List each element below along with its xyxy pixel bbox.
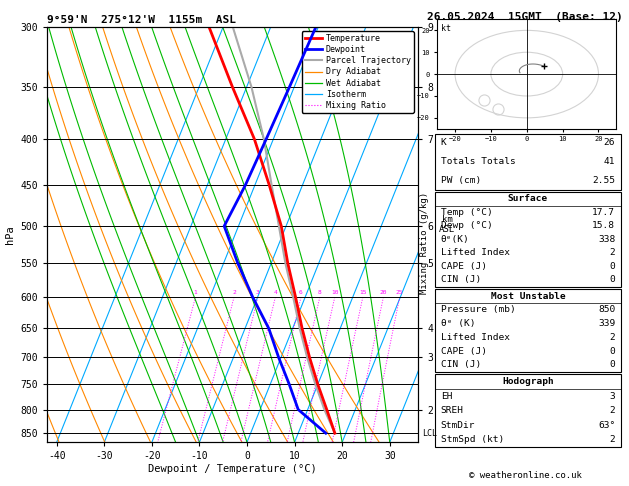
- Text: © weatheronline.co.uk: © weatheronline.co.uk: [469, 471, 582, 480]
- Text: CAPE (J): CAPE (J): [441, 262, 487, 271]
- Text: 4: 4: [274, 290, 277, 295]
- Text: 2: 2: [232, 290, 236, 295]
- Text: 15.8: 15.8: [593, 221, 615, 230]
- Text: 10: 10: [331, 290, 338, 295]
- Y-axis label: km
ASL: km ASL: [439, 215, 455, 235]
- Text: LCL: LCL: [422, 429, 437, 438]
- Text: 17.7: 17.7: [593, 208, 615, 217]
- Text: 0: 0: [610, 361, 615, 369]
- Text: 41: 41: [604, 157, 615, 166]
- Text: 63°: 63°: [598, 421, 615, 430]
- Text: kt: kt: [441, 24, 451, 33]
- Text: 0: 0: [610, 347, 615, 356]
- Text: PW (cm): PW (cm): [441, 176, 481, 185]
- Text: StmDir: StmDir: [441, 421, 476, 430]
- Text: EH: EH: [441, 392, 452, 400]
- Text: Dewp (°C): Dewp (°C): [441, 221, 493, 230]
- Text: StmSpd (kt): StmSpd (kt): [441, 435, 504, 444]
- Text: CAPE (J): CAPE (J): [441, 347, 487, 356]
- Text: K: K: [441, 139, 447, 147]
- Text: 2.55: 2.55: [593, 176, 615, 185]
- Text: 338: 338: [598, 235, 615, 244]
- Text: 2: 2: [610, 435, 615, 444]
- Text: Totals Totals: Totals Totals: [441, 157, 516, 166]
- Text: Hodograph: Hodograph: [502, 377, 554, 386]
- Text: 1: 1: [194, 290, 198, 295]
- Text: 8: 8: [318, 290, 321, 295]
- Text: Pressure (mb): Pressure (mb): [441, 305, 516, 314]
- Text: CIN (J): CIN (J): [441, 361, 481, 369]
- Text: 26: 26: [604, 139, 615, 147]
- Text: Most Unstable: Most Unstable: [491, 292, 565, 300]
- Text: θᵉ (K): θᵉ (K): [441, 319, 476, 328]
- Text: 2: 2: [610, 248, 615, 258]
- Y-axis label: hPa: hPa: [5, 225, 15, 244]
- Legend: Temperature, Dewpoint, Parcel Trajectory, Dry Adiabat, Wet Adiabat, Isotherm, Mi: Temperature, Dewpoint, Parcel Trajectory…: [302, 31, 414, 113]
- Text: 9°59'N  275°12'W  1155m  ASL: 9°59'N 275°12'W 1155m ASL: [47, 15, 236, 25]
- Text: 0: 0: [610, 276, 615, 284]
- Text: Lifted Index: Lifted Index: [441, 248, 510, 258]
- Text: θᵉ(K): θᵉ(K): [441, 235, 470, 244]
- Text: 339: 339: [598, 319, 615, 328]
- Text: 6: 6: [299, 290, 303, 295]
- Text: 20: 20: [380, 290, 387, 295]
- Text: 2: 2: [610, 333, 615, 342]
- Text: CIN (J): CIN (J): [441, 276, 481, 284]
- Text: 2: 2: [610, 406, 615, 415]
- X-axis label: Dewpoint / Temperature (°C): Dewpoint / Temperature (°C): [148, 464, 317, 474]
- Text: 850: 850: [598, 305, 615, 314]
- Text: Temp (°C): Temp (°C): [441, 208, 493, 217]
- Text: 25: 25: [396, 290, 403, 295]
- Text: 26.05.2024  15GMT  (Base: 12): 26.05.2024 15GMT (Base: 12): [427, 12, 623, 22]
- Text: Surface: Surface: [508, 194, 548, 203]
- Text: Mixing Ratio (g/kg): Mixing Ratio (g/kg): [420, 192, 429, 294]
- Text: 3: 3: [256, 290, 260, 295]
- Text: Lifted Index: Lifted Index: [441, 333, 510, 342]
- Text: 0: 0: [610, 262, 615, 271]
- Text: SREH: SREH: [441, 406, 464, 415]
- Text: 3: 3: [610, 392, 615, 400]
- Text: 15: 15: [359, 290, 367, 295]
